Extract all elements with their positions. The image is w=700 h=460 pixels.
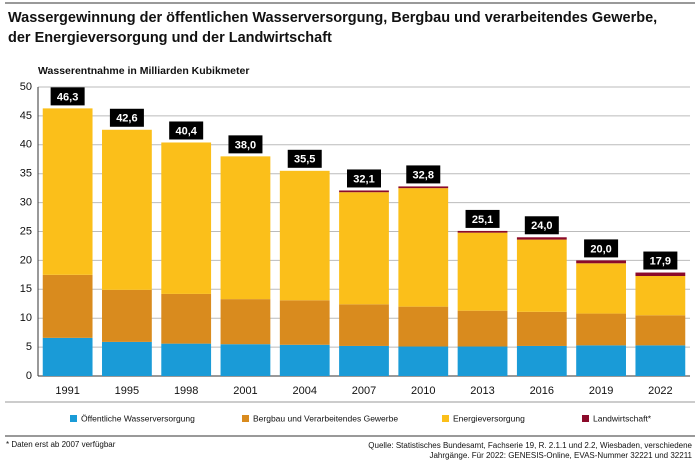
y-tick-label: 0 (26, 370, 32, 382)
bar-segment (279, 170, 330, 301)
total-label: 20,0 (590, 243, 611, 255)
bar-segment (398, 188, 449, 307)
x-tick-label: 1995 (115, 385, 139, 397)
bar-segment (398, 306, 449, 347)
bar-segment (339, 192, 389, 305)
bar-segment (339, 304, 389, 346)
bar-segment (102, 341, 152, 376)
legend-swatch (70, 415, 77, 422)
bar-segment (279, 344, 330, 376)
source: Jahrgänge. Für 2022: GENESIS-Online, EVA… (429, 451, 692, 460)
bar-segment (635, 345, 686, 376)
x-tick-label: 2016 (530, 385, 554, 397)
bar-segment (457, 232, 508, 311)
total-label-box (228, 135, 263, 154)
legend-swatch (242, 415, 249, 422)
total-label-box (643, 251, 678, 270)
bar-segment (161, 142, 212, 294)
y-tick-label: 10 (20, 312, 32, 324)
bar-segment (516, 237, 567, 240)
x-tick-label: 2013 (470, 385, 494, 397)
x-tick-label: 2022 (648, 385, 672, 397)
legend-swatch (442, 415, 449, 422)
x-tick-label: 1991 (55, 385, 79, 397)
bar-segment (42, 274, 93, 338)
bar-segment (398, 346, 449, 376)
legend-label: Öffentliche Wasserversorgung (81, 413, 195, 423)
x-tick-label: 2019 (589, 385, 613, 397)
bar-segment (220, 299, 271, 345)
bar-segment (220, 344, 271, 376)
bar-segment (339, 190, 389, 193)
source: Quelle: Statistisches Bundesamt, Fachser… (368, 441, 692, 450)
y-tick-label: 45 (20, 110, 32, 122)
legend-label: Energieversorgung (453, 413, 525, 423)
total-label-box (347, 169, 381, 188)
total-label-box (406, 165, 441, 184)
bar-segment (635, 276, 686, 316)
total-label-box (465, 209, 500, 228)
bar-segment (576, 345, 626, 376)
total-label: 32,8 (413, 169, 434, 181)
total-label: 25,1 (472, 214, 493, 226)
bar-segment (102, 129, 152, 290)
y-tick-label: 40 (20, 139, 32, 151)
total-label-box (50, 87, 85, 106)
x-tick-label: 2001 (233, 385, 257, 397)
bar-segment (161, 293, 212, 344)
bar-segment (279, 300, 330, 345)
footnote: * Daten erst ab 2007 verfügbar (6, 440, 116, 449)
y-tick-label: 5 (26, 341, 32, 353)
bar-segment (220, 156, 271, 300)
total-label-box (169, 121, 204, 140)
bar-segment (42, 108, 93, 275)
legend-label: Landwirtschaft* (593, 413, 652, 423)
y-tick-label: 15 (20, 283, 32, 295)
total-label: 17,9 (650, 255, 671, 267)
legend-swatch (582, 415, 589, 422)
total-label: 35,5 (294, 154, 315, 166)
y-tick-label: 30 (20, 197, 32, 209)
bar-segment (457, 230, 508, 233)
bar-segment (576, 260, 626, 264)
total-label: 42,6 (116, 113, 137, 125)
x-tick-label: 2004 (292, 385, 316, 397)
bar-segment (516, 311, 567, 346)
total-label: 38,0 (235, 139, 256, 151)
chart-title: Wassergewinnung der öffentlichen Wasserv… (8, 10, 657, 26)
chart-title: der Energieversorgung und der Landwirtsc… (8, 30, 332, 46)
total-label: 40,4 (175, 125, 197, 137)
total-label-box (584, 239, 619, 258)
legend-label: Bergbau und Verarbeitendes Gewerbe (253, 413, 398, 423)
bar-segment (635, 272, 686, 277)
x-tick-label: 2007 (352, 385, 376, 397)
x-tick-label: 2010 (411, 385, 435, 397)
y-tick-label: 20 (20, 254, 32, 266)
bar-segment (516, 345, 567, 376)
bar-segment (457, 310, 508, 347)
bar-segment (42, 337, 93, 376)
total-label-box (524, 216, 559, 235)
bar-segment (635, 315, 686, 346)
y-tick-label: 50 (20, 81, 32, 93)
total-label-box (287, 149, 322, 168)
total-label: 46,3 (57, 91, 78, 103)
bar-segment (457, 346, 508, 376)
bar-segment (398, 186, 449, 189)
total-label-box (109, 108, 144, 127)
bar-segment (339, 345, 389, 376)
y-tick-label: 25 (20, 225, 32, 237)
bar-segment (576, 313, 626, 346)
total-label: 32,1 (353, 173, 374, 185)
bar-segment (161, 343, 212, 376)
bar-segment (102, 289, 152, 342)
bar-segment (576, 263, 626, 314)
y-tick-label: 35 (20, 168, 32, 180)
y-axis-label: Wasserentnahme in Milliarden Kubikmeter (38, 65, 249, 77)
bar-segment (516, 239, 567, 312)
x-tick-label: 1998 (174, 385, 198, 397)
total-label: 24,0 (531, 220, 552, 232)
